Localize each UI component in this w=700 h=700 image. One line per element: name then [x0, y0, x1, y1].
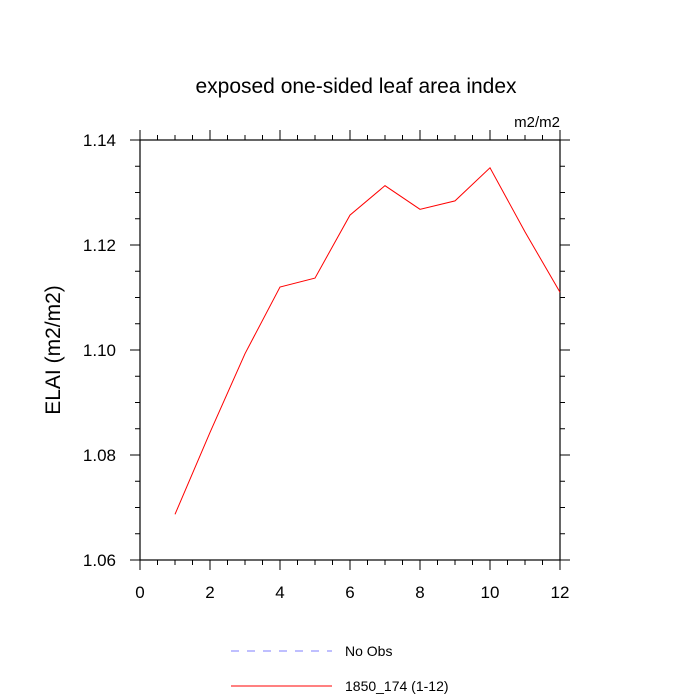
- y-tick-label: 1.10: [83, 341, 116, 360]
- x-tick-label: 2: [205, 583, 214, 602]
- axis-ticks: [130, 130, 570, 570]
- x-tick-label: 12: [551, 583, 570, 602]
- x-tick-label: 10: [481, 583, 500, 602]
- y-tick-label: 1.12: [83, 236, 116, 255]
- y-tick-label: 1.06: [83, 551, 116, 570]
- x-tick-label: 8: [415, 583, 424, 602]
- y-axis-label: ELAI (m2/m2): [42, 285, 65, 415]
- series-line: [174, 167, 561, 515]
- units-label: m2/m2: [514, 114, 560, 131]
- plot-frame: [139, 139, 561, 561]
- y-tick-label: 1.08: [83, 446, 116, 465]
- legend-label: No Obs: [345, 643, 392, 659]
- legend: No Obs 1850_174 (1-12): [231, 643, 449, 694]
- series-layer: [174, 167, 561, 515]
- legend-label: 1850_174 (1-12): [345, 678, 449, 694]
- axis-tick-labels: 0 2 4 6 8 10 12 1.06 1.08 1.10 1.12 1.14: [83, 131, 570, 602]
- x-tick-label: 4: [275, 583, 284, 602]
- x-tick-label: 6: [345, 583, 354, 602]
- chart-title: exposed one-sided leaf area index: [195, 75, 517, 98]
- y-tick-label: 1.14: [83, 131, 116, 150]
- x-tick-label: 0: [135, 583, 144, 602]
